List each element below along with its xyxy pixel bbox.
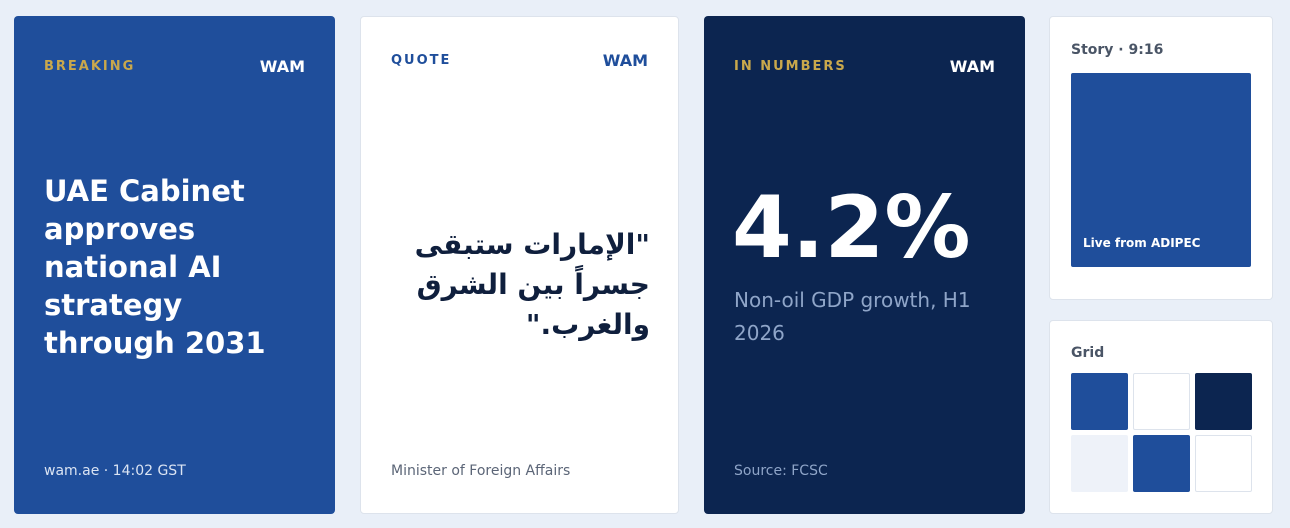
- grid-card[interactable]: Grid: [1049, 320, 1273, 514]
- card-label: BREAKING: [44, 59, 136, 74]
- figure: 4.2%: [732, 178, 971, 278]
- brand: WAM: [602, 51, 648, 70]
- grid-tile[interactable]: [1071, 373, 1128, 430]
- grid-tile[interactable]: [1071, 435, 1128, 492]
- quote: "الإمارات ستبقى جسراً بين الشرق والغرب.": [414, 228, 650, 341]
- brand: WAM: [259, 57, 305, 76]
- footer: wam.ae · 14:02 GST: [44, 463, 186, 479]
- story-caption: Live from ADIPEC: [1083, 236, 1201, 250]
- grid-label: Grid: [1071, 345, 1105, 361]
- grid-tile[interactable]: [1133, 373, 1190, 430]
- footer: Minister of Foreign Affairs: [391, 463, 571, 479]
- caption: Non-oil GDP growth, H1 2026: [734, 288, 971, 345]
- quote-card[interactable]: QUOTE WAM "الإمارات ستبقى جسراً بين الشر…: [360, 16, 679, 514]
- story-card[interactable]: Story · 9:16 Live from ADIPEC: [1049, 16, 1273, 300]
- brand: WAM: [949, 57, 995, 76]
- story-preview[interactable]: Live from ADIPEC: [1071, 73, 1251, 267]
- grid-tile[interactable]: [1195, 373, 1252, 430]
- grid-tile[interactable]: [1195, 435, 1252, 492]
- card-label: QUOTE: [391, 53, 452, 68]
- grid-tile[interactable]: [1133, 435, 1190, 492]
- numbers-card[interactable]: IN NUMBERS WAM 4.2% Non-oil GDP growth, …: [704, 16, 1025, 514]
- breaking-card[interactable]: BREAKING WAM UAE Cabinet approves nation…: [14, 16, 335, 514]
- footer: Source: FCSC: [734, 463, 828, 479]
- card-label: IN NUMBERS: [734, 59, 847, 74]
- headline: UAE Cabinet approves national AI strateg…: [44, 174, 266, 360]
- story-label: Story · 9:16: [1071, 42, 1164, 58]
